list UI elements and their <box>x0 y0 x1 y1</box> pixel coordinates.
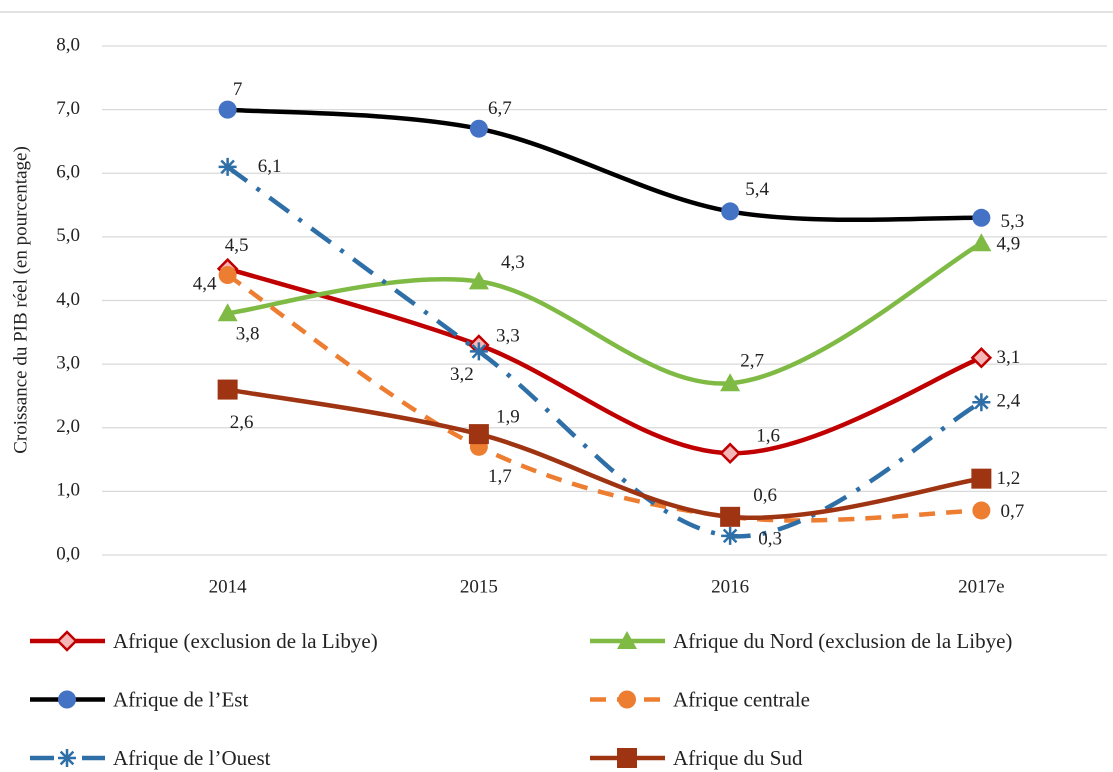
legend-marker <box>618 690 636 709</box>
data-label: 3,2 <box>450 364 474 385</box>
data-label: 2,6 <box>230 412 254 433</box>
marker <box>218 266 237 285</box>
series <box>218 157 991 545</box>
marker <box>468 271 489 290</box>
marker <box>972 501 991 520</box>
marker <box>217 379 238 400</box>
data-label: 0,7 <box>1001 501 1025 522</box>
legend-label: Afrique centrale <box>673 687 810 711</box>
y-tick-label: 6,0 <box>56 162 80 183</box>
series <box>216 257 993 464</box>
data-label: 1,2 <box>997 468 1021 489</box>
series-line <box>226 273 982 523</box>
legend-marker <box>617 631 637 649</box>
data-label: 4,4 <box>193 273 217 294</box>
grid: 0,0 1,0 2,0 3,0 4,0 5,0 6,0 7,0 8,0 2014 2015 2016 2… <box>56 34 1107 597</box>
data-label: 7 <box>233 79 243 100</box>
data-label: 6,1 <box>258 156 282 177</box>
marker <box>468 424 489 445</box>
marker <box>720 506 741 527</box>
series <box>217 233 992 392</box>
legend-marker <box>58 749 76 767</box>
legend-label: Afrique (exclusion de la Libye) <box>113 629 378 653</box>
y-tick-label: 4,0 <box>56 289 80 310</box>
data-label: 5,3 <box>1001 211 1025 232</box>
marker <box>217 303 238 322</box>
marker <box>720 373 741 392</box>
marker <box>469 342 488 361</box>
legend: Afrique (exclusion de la Libye) Afrique d… <box>30 629 1012 770</box>
y-tick-label: 3,0 <box>56 352 80 373</box>
data-label: 1,6 <box>756 426 780 447</box>
x-tick-label: 2016 <box>711 576 749 597</box>
x-tick-label: 2014 <box>209 576 248 597</box>
marker <box>972 208 991 227</box>
marker <box>721 202 740 221</box>
data-label: 5,4 <box>745 179 769 200</box>
data-label: 0,3 <box>758 528 782 549</box>
series-line <box>225 240 984 386</box>
series <box>217 379 992 527</box>
y-tick-label: 0,0 <box>56 543 80 564</box>
series-line <box>225 107 984 223</box>
y-tick-label: 7,0 <box>56 98 80 119</box>
x-tick-label: 2015 <box>460 576 498 597</box>
legend-label: Afrique de l’Ouest <box>113 746 271 770</box>
series-line <box>225 387 984 520</box>
legend-marker <box>56 630 78 652</box>
y-tick-label: 2,0 <box>56 416 80 437</box>
x-tick-label: 2017e <box>958 576 1004 597</box>
data-label: 2,4 <box>997 391 1021 412</box>
legend-marker <box>617 748 637 768</box>
series <box>218 100 991 227</box>
marker <box>469 119 488 138</box>
data-label: 4,9 <box>997 234 1021 255</box>
data-label: 4,5 <box>225 235 249 256</box>
y-axis-label: Croissance du PIB réel (en pourcentage) <box>10 146 31 454</box>
series-line <box>225 266 984 456</box>
legend-label: Afrique du Nord (exclusion de la Libye) <box>673 629 1012 653</box>
marker <box>218 157 237 176</box>
marker <box>970 346 993 369</box>
data-label: 6,7 <box>488 98 512 119</box>
legend-label: Afrique du Sud <box>673 746 803 770</box>
legend-label: Afrique de l’Est <box>113 687 248 711</box>
data-label: 3,1 <box>997 347 1021 368</box>
marker <box>719 442 741 464</box>
y-tick-label: 8,0 <box>56 34 80 55</box>
marker <box>971 468 992 489</box>
data-label: 2,7 <box>740 351 764 372</box>
series-line <box>226 165 983 539</box>
data-label: 3,3 <box>496 325 520 346</box>
marker <box>972 393 991 412</box>
marker <box>721 526 740 545</box>
y-tick-label: 5,0 <box>56 225 80 246</box>
legend-marker <box>58 690 76 709</box>
plot: 4,5 3,3 1,6 3,1 3,8 4,3 2,7 4,9 7 6,7 5,4 5,3 4,4 1,7… <box>193 79 1025 549</box>
y-tick-label: 1,0 <box>56 480 80 501</box>
data-label: 1,7 <box>488 466 512 487</box>
marker <box>218 100 237 119</box>
marker <box>971 233 992 252</box>
data-label: 3,8 <box>236 324 260 345</box>
series <box>218 266 991 526</box>
data-label: 1,9 <box>496 406 520 427</box>
data-label: 0,6 <box>753 485 777 506</box>
data-label: 4,3 <box>501 252 525 273</box>
